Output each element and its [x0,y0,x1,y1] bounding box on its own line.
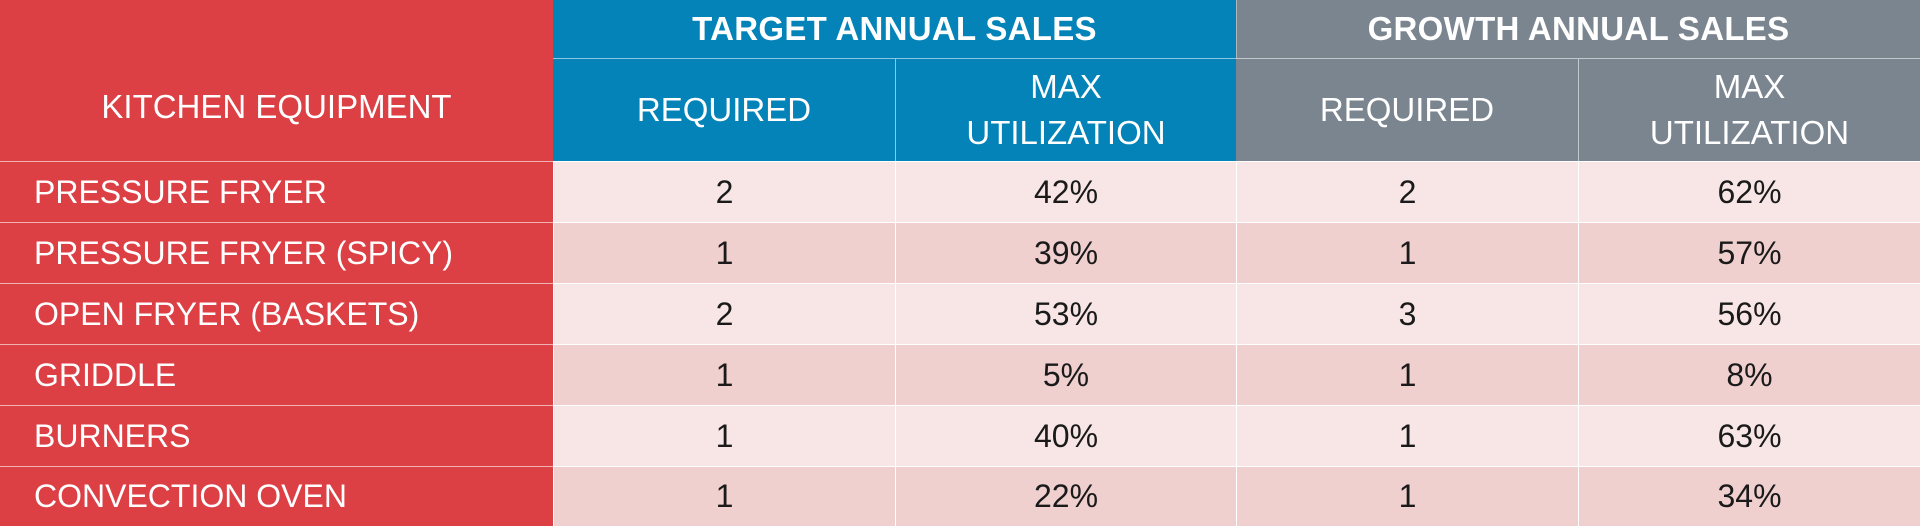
growth-max-utilization-cell: 57% [1578,222,1920,283]
target-required-cell: 2 [553,283,895,344]
target-max-utilization-cell: 5% [895,344,1236,405]
growth-required-cell: 1 [1236,344,1578,405]
growth-max-utilization-cell: 63% [1578,405,1920,466]
table-row-label: PRESSURE FRYER [0,161,553,222]
target-max-utilization-header: MAX UTILIZATION [895,58,1236,161]
growth-max-utilization-line2: UTILIZATION [1649,114,1850,151]
growth-required-cell: 1 [1236,405,1578,466]
target-max-utilization-cell: 40% [895,405,1236,466]
table-row-label: OPEN FRYER (BASKETS) [0,283,553,344]
target-required-cell: 1 [553,344,895,405]
target-max-utilization-cell: 22% [895,466,1236,526]
target-max-utilization-line1: MAX [1030,68,1102,105]
growth-required-cell: 3 [1236,283,1578,344]
table-row-label: PRESSURE FRYER (SPICY) [0,222,553,283]
growth-max-utilization-cell: 8% [1578,344,1920,405]
target-max-utilization-line2: UTILIZATION [966,114,1166,151]
target-max-utilization-cell: 39% [895,222,1236,283]
target-required-cell: 1 [553,222,895,283]
table-row-label: GRIDDLE [0,344,553,405]
target-max-utilization-cell: 53% [895,283,1236,344]
growth-max-utilization-cell: 34% [1578,466,1920,526]
target-annual-sales-header: TARGET ANNUAL SALES [553,0,1236,58]
growth-max-utilization-cell: 56% [1578,283,1920,344]
growth-required-header: REQUIRED [1236,58,1578,161]
growth-required-cell: 2 [1236,161,1578,222]
table-row-label: CONVECTION OVEN [0,466,553,526]
target-max-utilization-cell: 42% [895,161,1236,222]
growth-max-utilization-line1: MAX [1713,68,1786,105]
growth-required-cell: 1 [1236,222,1578,283]
growth-required-cell: 1 [1236,466,1578,526]
kitchen-equipment-header-label: KITCHEN EQUIPMENT [101,87,452,125]
growth-max-utilization-header: MAX UTILIZATION [1578,58,1920,161]
table-row-label: BURNERS [0,405,553,466]
target-required-cell: 1 [553,466,895,526]
kitchen-equipment-header: KITCHEN EQUIPMENT [0,0,553,161]
target-required-header: REQUIRED [553,58,895,161]
growth-max-utilization-cell: 62% [1578,161,1920,222]
target-required-cell: 2 [553,161,895,222]
target-required-cell: 1 [553,405,895,466]
growth-annual-sales-header: GROWTH ANNUAL SALES [1236,0,1920,58]
